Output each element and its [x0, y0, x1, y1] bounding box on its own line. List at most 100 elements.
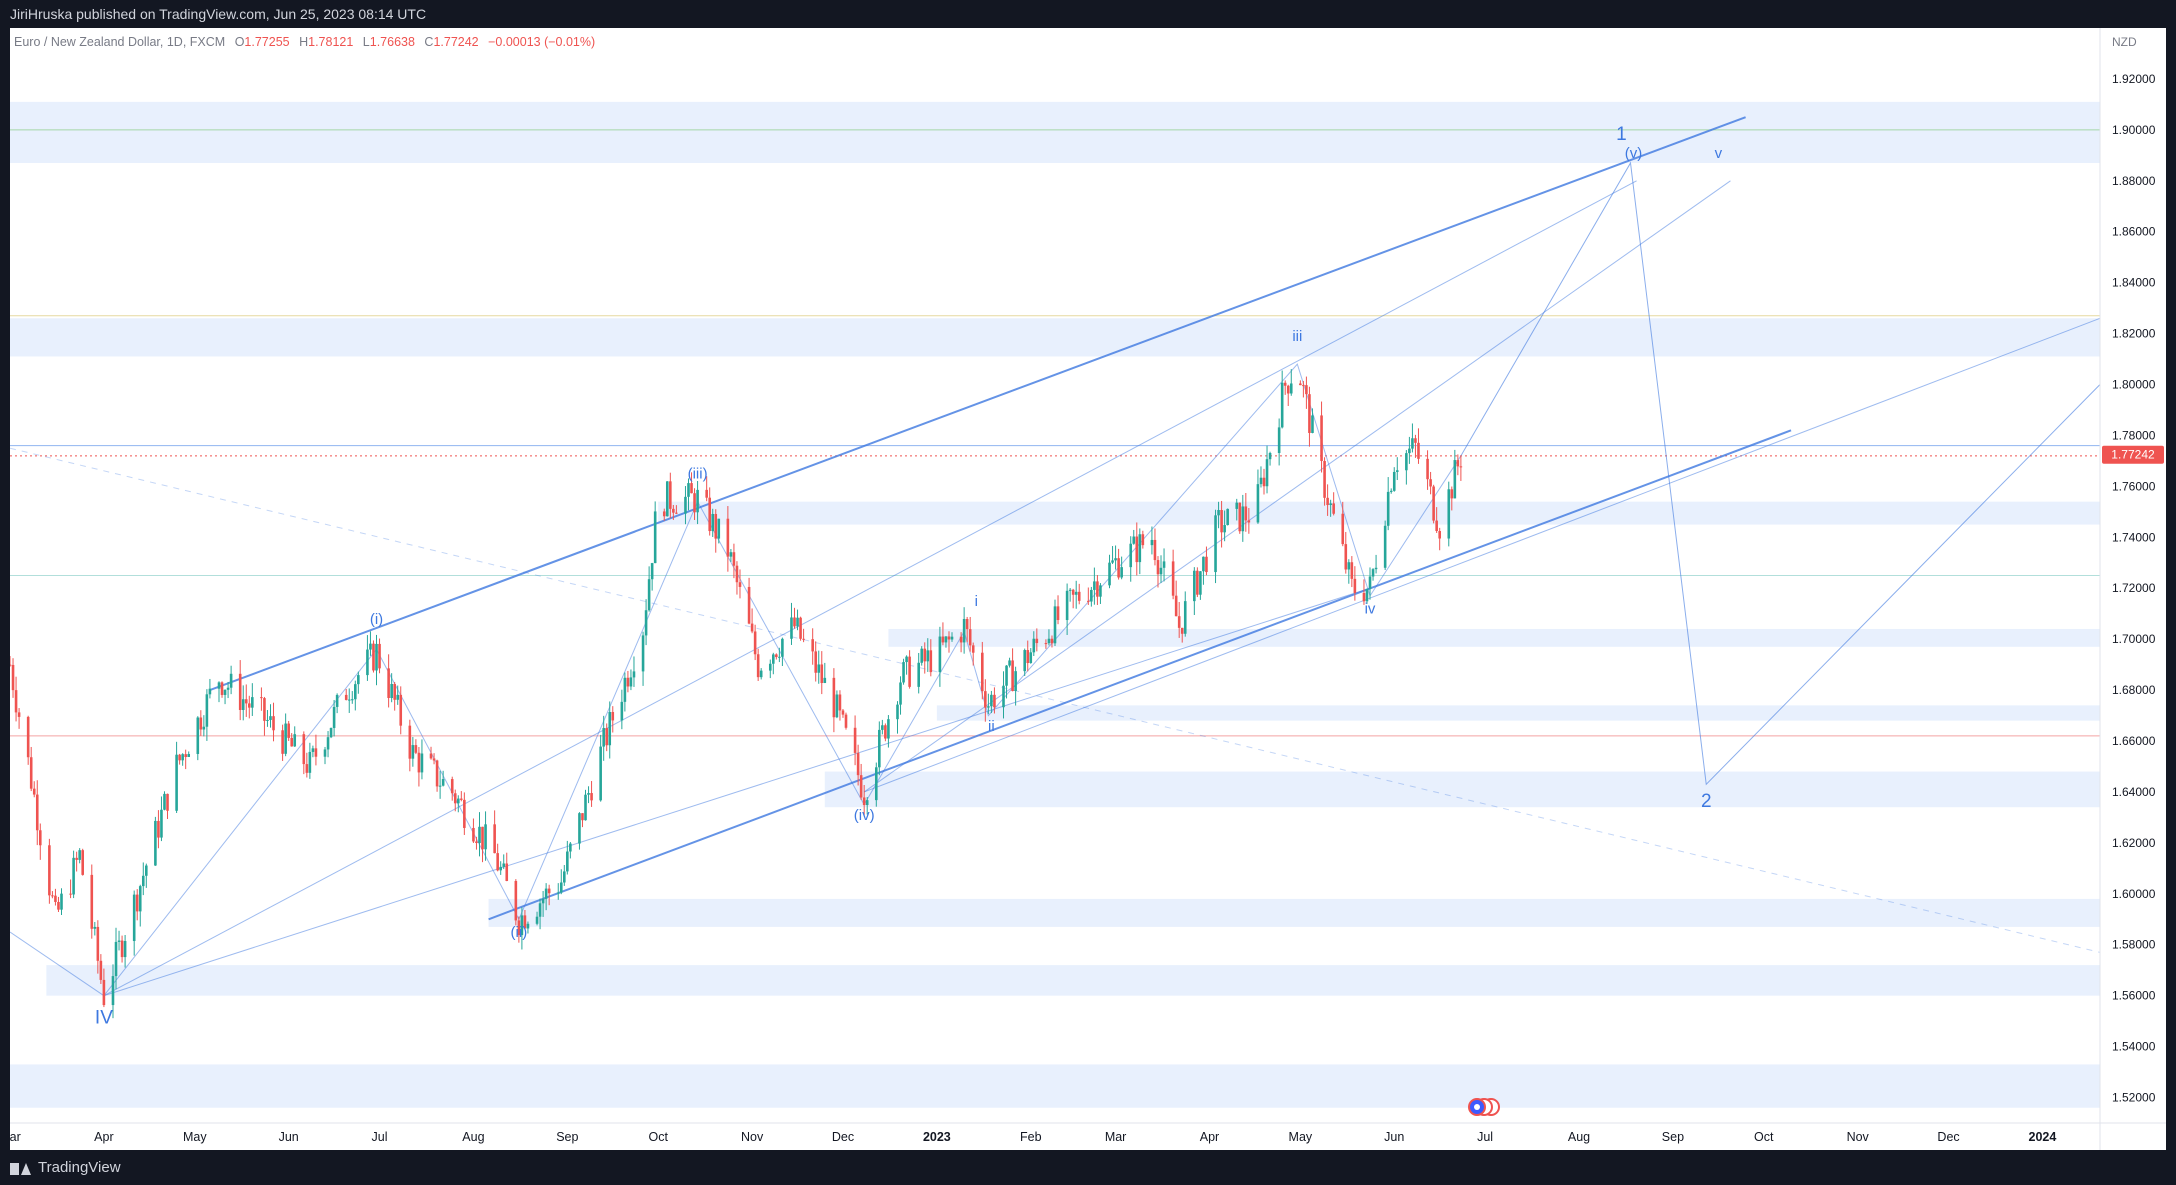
candle-20[interactable]	[93, 921, 97, 936]
candle-259[interactable]	[1108, 554, 1111, 589]
candle-247[interactable]	[1053, 599, 1057, 647]
candle-230[interactable]	[984, 679, 987, 722]
candle-219[interactable]	[938, 626, 942, 687]
candle-275[interactable]	[1174, 580, 1178, 617]
candle-96[interactable]	[414, 739, 418, 755]
candle-300[interactable]	[1280, 370, 1284, 429]
candle-218[interactable]	[929, 639, 933, 677]
candle-308[interactable]	[1311, 408, 1314, 434]
candle-256[interactable]	[1093, 567, 1096, 605]
candle-296[interactable]	[1262, 468, 1266, 495]
candle-104[interactable]	[450, 776, 454, 801]
candle-26[interactable]	[117, 930, 121, 951]
candle-280[interactable]	[1196, 567, 1199, 598]
candle-77[interactable]	[332, 699, 336, 737]
candle-311[interactable]	[1326, 484, 1329, 516]
candle-321[interactable]	[1368, 567, 1372, 600]
candle-207[interactable]	[884, 723, 887, 742]
candle-67[interactable]	[290, 733, 293, 747]
candle-265[interactable]	[1132, 529, 1136, 545]
candle-114[interactable]	[493, 810, 496, 854]
candle-155[interactable]	[665, 481, 669, 517]
candle-102[interactable]	[438, 770, 442, 799]
candle-4[interactable]	[26, 715, 30, 765]
candle-79[interactable]	[344, 688, 348, 701]
candle-333[interactable]	[1417, 428, 1420, 464]
candle-249[interactable]	[1065, 583, 1069, 635]
candle-15[interactable]	[72, 850, 75, 899]
candle-320[interactable]	[1365, 588, 1369, 604]
candle-340[interactable]	[1450, 486, 1454, 511]
candle-1[interactable]	[11, 658, 15, 698]
candle-303[interactable]	[1289, 369, 1293, 396]
candle-294[interactable]	[1256, 469, 1260, 524]
candle-327[interactable]	[1392, 467, 1396, 492]
candle-293[interactable]	[1247, 508, 1251, 534]
candle-27[interactable]	[120, 935, 124, 963]
candle-32[interactable]	[141, 862, 145, 896]
candle-118[interactable]	[505, 852, 509, 882]
candle-198[interactable]	[844, 712, 848, 730]
candle-2[interactable]	[14, 676, 18, 722]
candle-250[interactable]	[1068, 587, 1072, 602]
candle-23[interactable]	[102, 968, 106, 1008]
candle-109[interactable]	[472, 818, 475, 843]
candle-30[interactable]	[135, 889, 139, 921]
candle-90[interactable]	[390, 673, 393, 703]
candle-232[interactable]	[990, 690, 993, 714]
candle-322[interactable]	[1371, 568, 1375, 581]
tradingview-logo[interactable]: TradingView	[10, 1159, 121, 1176]
candle-117[interactable]	[502, 854, 506, 870]
candle-80[interactable]	[347, 688, 351, 713]
candle-81[interactable]	[350, 691, 354, 704]
candle-239[interactable]	[1023, 648, 1027, 677]
candle-12[interactable]	[57, 896, 60, 912]
candle-213[interactable]	[908, 650, 911, 689]
candle-35[interactable]	[157, 810, 160, 849]
candle-85[interactable]	[369, 631, 372, 656]
candle-18[interactable]	[81, 848, 84, 876]
candle-46[interactable]	[202, 715, 206, 737]
fan-line-3[interactable]	[863, 180, 1731, 793]
candle-195[interactable]	[835, 690, 839, 719]
candle-41[interactable]	[181, 753, 184, 766]
candle-139[interactable]	[599, 734, 602, 802]
candle-149[interactable]	[641, 631, 645, 686]
candle-273[interactable]	[1162, 548, 1166, 582]
candle-210[interactable]	[899, 676, 902, 715]
candle-138[interactable]	[590, 781, 593, 807]
candle-332[interactable]	[1414, 434, 1417, 458]
candle-318[interactable]	[1353, 566, 1357, 601]
candle-342[interactable]	[1456, 454, 1460, 476]
candle-28[interactable]	[123, 934, 127, 968]
candle-87[interactable]	[375, 634, 378, 686]
candle-147[interactable]	[629, 669, 633, 691]
candle-150[interactable]	[644, 599, 648, 646]
channel-upper-line[interactable]	[209, 116, 1746, 692]
candle-276[interactable]	[1177, 602, 1181, 638]
candle-152[interactable]	[650, 562, 654, 591]
candle-40[interactable]	[178, 753, 181, 765]
candle-206[interactable]	[881, 719, 884, 735]
candle-240[interactable]	[1026, 640, 1030, 672]
candle-160[interactable]	[687, 478, 690, 511]
candle-62[interactable]	[269, 704, 272, 728]
candle-166[interactable]	[711, 508, 715, 537]
candle-146[interactable]	[626, 670, 630, 693]
candle-98[interactable]	[420, 739, 424, 780]
candle-76[interactable]	[329, 727, 333, 739]
candle-310[interactable]	[1323, 457, 1326, 506]
candle-297[interactable]	[1265, 445, 1269, 494]
candle-184[interactable]	[790, 602, 793, 645]
candle-257[interactable]	[1096, 575, 1099, 605]
candle-145[interactable]	[623, 672, 627, 712]
candle-301[interactable]	[1283, 380, 1287, 395]
candle-312[interactable]	[1329, 499, 1332, 517]
candle-68[interactable]	[293, 726, 297, 747]
candle-128[interactable]	[547, 884, 551, 906]
candle-115[interactable]	[496, 843, 499, 872]
candle-50[interactable]	[220, 681, 224, 698]
candle-283[interactable]	[1205, 546, 1208, 576]
candle-169[interactable]	[726, 506, 730, 572]
candle-10[interactable]	[51, 891, 54, 899]
